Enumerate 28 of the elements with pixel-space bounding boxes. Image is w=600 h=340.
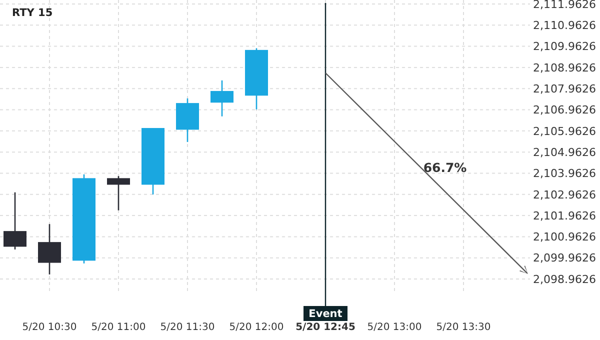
y-tick-label: 2,108.9626 bbox=[533, 61, 596, 74]
y-tick-label: 2,105.9626 bbox=[533, 124, 596, 138]
ref-line-label: Event bbox=[308, 308, 342, 320]
y-tick-label: 2,101.9626 bbox=[533, 209, 596, 222]
y-tick-label: 2,111.9626 bbox=[533, 0, 596, 11]
x-tick-label: 5/20 11:00 bbox=[91, 322, 146, 333]
y-tick-label: 2,106.9626 bbox=[533, 104, 596, 117]
y-tick-label: 2,103.9626 bbox=[533, 167, 596, 180]
x-tick-label: 5/20 12:00 bbox=[229, 322, 284, 333]
annotation: 66.7% bbox=[423, 160, 468, 175]
x-tick-label: 5/20 11:30 bbox=[160, 322, 215, 333]
y-tick-label: 2,098.9626 bbox=[533, 272, 596, 286]
y-tick-label: 2,102.9626 bbox=[533, 188, 596, 202]
y-tick-label: 2,104.9626 bbox=[533, 146, 596, 159]
x-tick-label: 5/20 12:45 bbox=[296, 322, 356, 333]
text: RTY 15 bbox=[12, 7, 53, 19]
y-tick-label: 2,109.9626 bbox=[533, 40, 596, 54]
candlestick bbox=[4, 192, 26, 250]
y-tick-label: 2,099.9626 bbox=[533, 252, 596, 265]
candlestick bbox=[210, 80, 234, 118]
candlestick bbox=[38, 223, 61, 276]
x-tick-label: 5/20 13:30 bbox=[436, 322, 491, 333]
candlestick bbox=[107, 175, 130, 211]
y-tick-label: 2,107.9626 bbox=[533, 82, 596, 96]
x-tick-label: 5/20 10:30 bbox=[22, 322, 77, 333]
x-tick-label: 5/20 13:00 bbox=[367, 322, 422, 333]
y-tick-label: 2,100.9626 bbox=[533, 230, 596, 244]
y-tick-label: 2,110.9626 bbox=[533, 18, 596, 32]
